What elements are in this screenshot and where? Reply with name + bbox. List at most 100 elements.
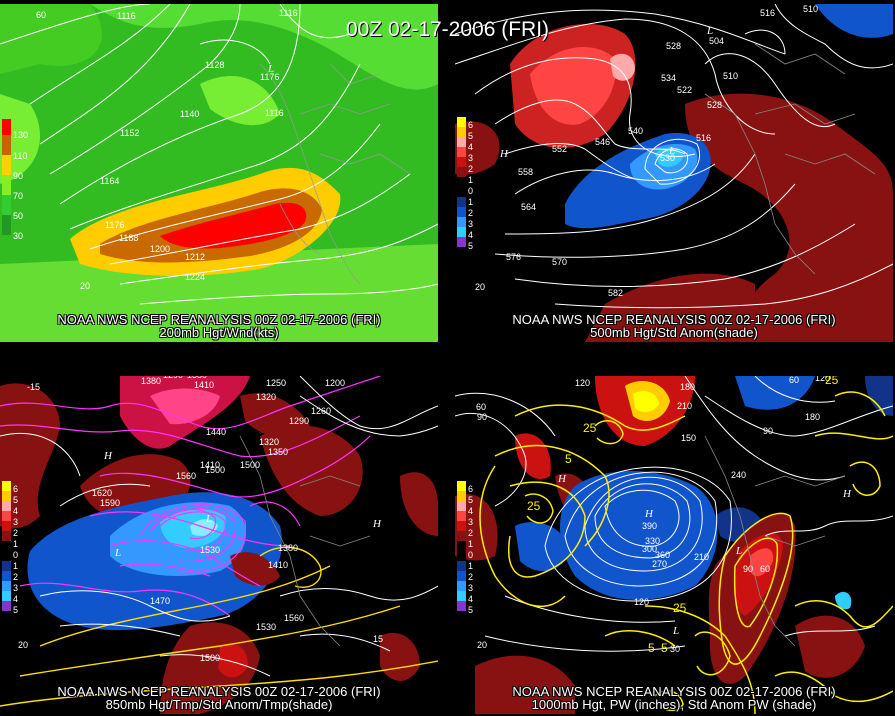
- legend-label: 5: [13, 495, 19, 505]
- contour-label: 60: [789, 376, 799, 385]
- legend-label: 2: [468, 572, 474, 582]
- legend-label: 0: [468, 550, 474, 560]
- legend-label: 5: [468, 605, 474, 615]
- contour-label: 1410: [194, 380, 214, 390]
- contour-label: 60: [760, 564, 770, 574]
- contour-label: 1530: [256, 622, 276, 632]
- contour-label: 1500: [240, 460, 260, 470]
- panel-500mb-height-anomaly: 516 510 522 528 534 540 546 552 558 564 …: [455, 4, 893, 342]
- contour-label: 1500: [205, 465, 225, 475]
- contour-label: 534: [661, 73, 676, 83]
- panel-caption-line1: NOAA NWS NCEP REANALYSIS 00Z 02-17-2006 …: [57, 312, 381, 327]
- contour-label: 504: [709, 36, 724, 46]
- legend-label: 6: [13, 484, 19, 494]
- legend-500mb: 6 5 4 3 2 1 0 1 2 3 4 5: [457, 117, 485, 257]
- panel-caption-line2: 500mb Hgt/Std Anom(shade): [590, 325, 758, 340]
- panel-caption-line2: 850mb Hgt/Tmp/Std Anom/Tmp(shade): [105, 697, 333, 712]
- legend-850mb: 6 5 4 3 2 1 0 1 2 3 4 5: [2, 481, 30, 621]
- high-pressure-marker: H: [842, 488, 852, 500]
- legend-label: 2: [468, 528, 474, 538]
- contour-label: 270: [652, 559, 667, 569]
- contour-label: 516: [696, 133, 711, 143]
- legend-label: 6: [468, 120, 474, 130]
- contour-label: 1140: [180, 109, 199, 119]
- panel-200mb-height-wind: 1116 1116 1128 1140 1152 1164 1176 1188 …: [0, 4, 438, 342]
- contour-label: 522: [677, 85, 692, 95]
- contour-label: 180: [680, 382, 695, 392]
- legend-label: 5: [13, 605, 19, 615]
- contour-label: 240: [731, 470, 746, 480]
- contour-label: 510: [803, 4, 818, 14]
- contour-label: 330: [645, 536, 660, 546]
- contour-label: 90: [763, 426, 773, 436]
- contour-label: 540: [628, 126, 643, 136]
- high-pressure-marker: H: [103, 450, 113, 462]
- legend-label: 2: [13, 572, 19, 582]
- legend-label: 3: [468, 517, 474, 527]
- contour-label: 552: [552, 144, 567, 154]
- contour-label: 1200: [325, 378, 345, 388]
- contour-label: 30: [670, 644, 680, 654]
- legend-label: 2: [468, 208, 474, 218]
- contour-label: 210: [677, 401, 692, 411]
- pw-label: 5: [648, 641, 655, 655]
- contour-label: 60: [476, 402, 486, 412]
- contour-label: 1500: [200, 653, 220, 663]
- legend-label: 4: [468, 594, 474, 604]
- high-pressure-marker: H: [557, 473, 567, 485]
- contour-label: 1188: [119, 233, 138, 243]
- contour-label: 1560: [176, 471, 196, 481]
- contour-label: 1530: [200, 545, 220, 555]
- legend-label: 1: [13, 561, 19, 571]
- legend-label: 4: [13, 506, 19, 516]
- legend-label: 3: [13, 583, 19, 593]
- contour-label: 1410: [200, 460, 220, 470]
- legend-label: 1: [468, 197, 474, 207]
- contour-label: 564: [521, 202, 536, 212]
- panel-caption-line1: NOAA NWS NCEP REANALYSIS 00Z 02-17-2006 …: [57, 684, 381, 699]
- pw-label: 25: [673, 601, 687, 615]
- contour-label: 1200: [150, 244, 170, 254]
- legend-label: 2: [468, 164, 474, 174]
- contour-label: 1410: [268, 560, 288, 570]
- legend-label: 90: [13, 171, 24, 181]
- contour-label: 1350: [268, 447, 288, 457]
- lat-label: 20: [18, 640, 28, 650]
- contour-label: 1164: [100, 176, 119, 186]
- contour-label: 510: [723, 71, 738, 81]
- map-500mb: 516 510 522 528 534 540 546 552 558 564 …: [455, 4, 893, 342]
- contour-label: 528: [666, 41, 681, 51]
- panel-1000mb-height-pw-anomaly: 120 180 150 210 240 180 120 60 90 390 36…: [455, 376, 893, 714]
- contour-label: 90: [477, 412, 487, 422]
- contour-label: 1152: [120, 128, 139, 138]
- low-pressure-marker: L: [735, 545, 742, 557]
- legend-label: 50: [13, 211, 24, 221]
- lat-label: 60: [36, 10, 46, 20]
- legend-label: 1: [468, 539, 474, 549]
- contour-label: 120: [815, 376, 830, 383]
- contour-label: 1380: [278, 543, 298, 553]
- legend-label: 3: [468, 583, 474, 593]
- legend-label: 6: [468, 484, 474, 494]
- low-pressure-marker: L: [114, 547, 121, 559]
- legend-label: 1: [468, 175, 474, 185]
- lat-label: 20: [475, 282, 485, 292]
- legend-label: 5: [468, 131, 474, 141]
- lat-label: 20: [477, 640, 487, 650]
- low-pressure-marker: L: [205, 513, 212, 525]
- temp-label: -15: [27, 382, 40, 392]
- pw-label: 25: [583, 421, 597, 435]
- contour-label: 1250: [266, 378, 286, 388]
- contour-label: 300: [642, 544, 657, 554]
- legend-label: 2: [13, 528, 19, 538]
- legend-label: 3: [468, 219, 474, 229]
- contour-label: 528: [707, 100, 722, 110]
- legend-label: 0: [13, 550, 19, 560]
- contour-label: 1170: [315, 376, 334, 378]
- high-pressure-marker: H: [644, 508, 654, 520]
- contour-label: 1176: [105, 220, 124, 230]
- low-pressure-marker: L: [267, 63, 274, 75]
- lat-label: 20: [80, 281, 90, 291]
- map-200mb: 1116 1116 1128 1140 1152 1164 1176 1188 …: [0, 4, 438, 342]
- contour-label: 150: [681, 433, 696, 443]
